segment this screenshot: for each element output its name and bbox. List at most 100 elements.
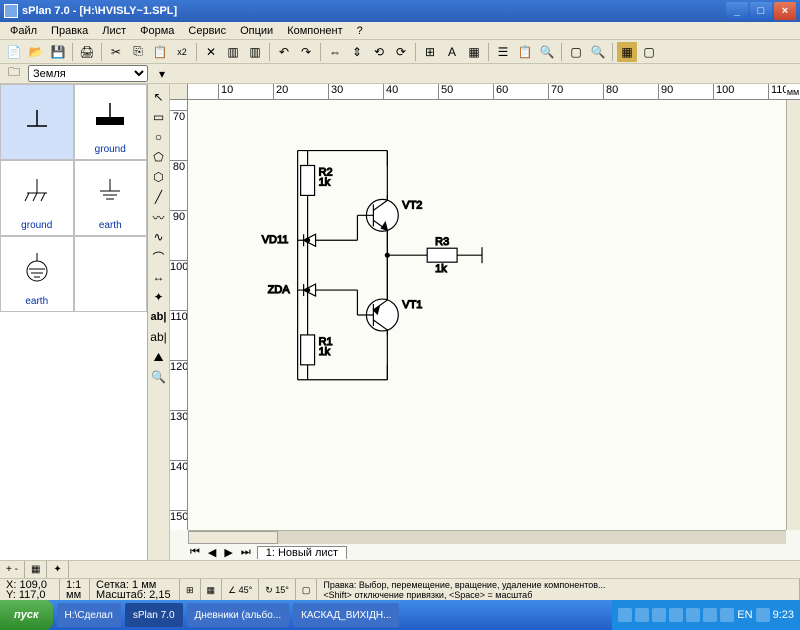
- taskbar-item[interactable]: sPlan 7.0: [125, 603, 183, 627]
- color-button[interactable]: ▦: [617, 42, 637, 62]
- taskbar-item[interactable]: H:\Сделал: [57, 603, 121, 627]
- shape-tool[interactable]: ⬡: [150, 168, 168, 186]
- polygon-tool[interactable]: ⬠: [150, 148, 168, 166]
- menu-shape[interactable]: Форма: [134, 24, 180, 38]
- ruler-horizontal[interactable]: 102030405060708090100110: [188, 84, 786, 100]
- vd1-label: VD11: [262, 234, 289, 246]
- tray-icon[interactable]: [720, 608, 734, 622]
- tray-lang[interactable]: EN: [737, 609, 752, 621]
- new-button[interactable]: 📄: [4, 42, 24, 62]
- tray-icon[interactable]: [669, 608, 683, 622]
- undo-button[interactable]: ↶: [274, 42, 294, 62]
- arc-tool[interactable]: ⌒: [150, 248, 168, 266]
- flip-h-button[interactable]: ⇔: [325, 42, 345, 62]
- tray-clock[interactable]: 9:23: [773, 609, 794, 621]
- line-tool[interactable]: ╱: [150, 188, 168, 206]
- status-grid-button[interactable]: ▦: [201, 579, 223, 600]
- list-button[interactable]: ☰: [493, 42, 513, 62]
- close-button[interactable]: ×: [774, 2, 796, 20]
- tray-icon[interactable]: [703, 608, 717, 622]
- status-toggle1[interactable]: + -: [0, 561, 25, 578]
- tray-icon[interactable]: [618, 608, 632, 622]
- delete-button[interactable]: ✕: [201, 42, 221, 62]
- maximize-button[interactable]: □: [750, 2, 772, 20]
- paste2-button[interactable]: x2: [172, 42, 192, 62]
- vertical-scrollbar[interactable]: [786, 100, 800, 530]
- print-button[interactable]: 🖨: [77, 42, 97, 62]
- symbol-cell[interactable]: [74, 236, 148, 312]
- redo-button[interactable]: ↷: [296, 42, 316, 62]
- cut-button[interactable]: ✂: [106, 42, 126, 62]
- sheet-last[interactable]: ⏭: [239, 546, 253, 559]
- save-button[interactable]: 💾: [48, 42, 68, 62]
- status-toggle2[interactable]: ▦: [25, 561, 47, 578]
- horizontal-scrollbar[interactable]: [188, 530, 786, 544]
- symbol-cell[interactable]: [0, 84, 74, 160]
- curve-tool[interactable]: 〰: [150, 208, 168, 226]
- category-prev-button[interactable]: 🗀: [4, 64, 24, 84]
- text-bold-tool[interactable]: ab|: [150, 308, 168, 326]
- symbol-cell[interactable]: ground: [74, 84, 148, 160]
- circle-tool[interactable]: ○: [150, 128, 168, 146]
- symbol-cell[interactable]: ground: [0, 160, 74, 236]
- symbol-library: ground ground earth earth: [0, 84, 148, 560]
- status-snap-button[interactable]: ⊞: [180, 579, 201, 600]
- tray-icon[interactable]: [756, 608, 770, 622]
- flip-v-button[interactable]: ⇕: [347, 42, 367, 62]
- status-angle15[interactable]: ↻ 15°: [259, 579, 296, 600]
- layer-down-button[interactable]: ▥: [245, 42, 265, 62]
- find-button[interactable]: 🔍: [537, 42, 557, 62]
- status-action[interactable]: ▢: [296, 579, 318, 600]
- zoom-tool[interactable]: 🔍: [150, 368, 168, 386]
- start-button[interactable]: пуск: [0, 600, 53, 630]
- bezier-tool[interactable]: ∿: [150, 228, 168, 246]
- symbol-cell[interactable]: earth: [74, 160, 148, 236]
- menu-service[interactable]: Сервис: [182, 24, 232, 38]
- drawing-canvas[interactable]: R2 1k VD11 ZDA: [188, 100, 786, 530]
- image-tool[interactable]: ⛰: [150, 348, 168, 366]
- taskbar-item[interactable]: КАСКАД_ВИХІДН...: [293, 603, 399, 627]
- paste-button[interactable]: 📋: [150, 42, 170, 62]
- status-toggle3[interactable]: ✦: [47, 561, 68, 578]
- sheet-next[interactable]: ▶: [222, 546, 234, 559]
- menu-component[interactable]: Компонент: [281, 24, 348, 38]
- menu-help[interactable]: ?: [351, 24, 369, 38]
- category-dropdown-button[interactable]: ▾: [152, 64, 172, 84]
- tray-icon[interactable]: [686, 608, 700, 622]
- menu-edit[interactable]: Правка: [45, 24, 94, 38]
- category-row: 🗀 Земля ▾: [0, 64, 800, 84]
- open-button[interactable]: 📂: [26, 42, 46, 62]
- menu-sheet[interactable]: Лист: [96, 24, 132, 38]
- rotate-ccw-button[interactable]: ⟲: [369, 42, 389, 62]
- color2-button[interactable]: ▢: [639, 42, 659, 62]
- status-scale: Масштаб: 2,15: [96, 590, 173, 600]
- sheet-prev[interactable]: ◀: [206, 546, 218, 559]
- rect-tool[interactable]: ▭: [150, 108, 168, 126]
- node-tool[interactable]: ✦: [150, 288, 168, 306]
- menu-options[interactable]: Опции: [234, 24, 279, 38]
- minimize-button[interactable]: _: [726, 2, 748, 20]
- zoom-button[interactable]: 🔍: [588, 42, 608, 62]
- box-button[interactable]: ▢: [566, 42, 586, 62]
- tray-icon[interactable]: [635, 608, 649, 622]
- rotate-cw-button[interactable]: ⟳: [391, 42, 411, 62]
- status-angle45[interactable]: ∠ 45°: [222, 579, 259, 600]
- sheet-tab[interactable]: 1: Новый лист: [257, 546, 347, 559]
- category-select[interactable]: Земля: [28, 65, 148, 82]
- sheet-first[interactable]: ⏮: [188, 546, 202, 559]
- text-tool[interactable]: ab|: [150, 328, 168, 346]
- text-button[interactable]: A: [442, 42, 462, 62]
- tray-icon[interactable]: [652, 608, 666, 622]
- menu-file[interactable]: Файл: [4, 24, 43, 38]
- layers-button[interactable]: ▦: [464, 42, 484, 62]
- symbol-cell[interactable]: earth: [0, 236, 74, 312]
- dimension-tool[interactable]: ↔: [150, 268, 168, 286]
- taskbar-item[interactable]: Дневники (альбо...: [187, 603, 290, 627]
- grid-button[interactable]: ⊞: [420, 42, 440, 62]
- ruler-corner: [170, 84, 188, 100]
- doc-button[interactable]: 📋: [515, 42, 535, 62]
- pointer-tool[interactable]: ↖: [150, 88, 168, 106]
- copy-button[interactable]: ⎘: [128, 42, 148, 62]
- ruler-vertical[interactable]: 708090100110120130140150: [170, 100, 188, 530]
- layer-up-button[interactable]: ▥: [223, 42, 243, 62]
